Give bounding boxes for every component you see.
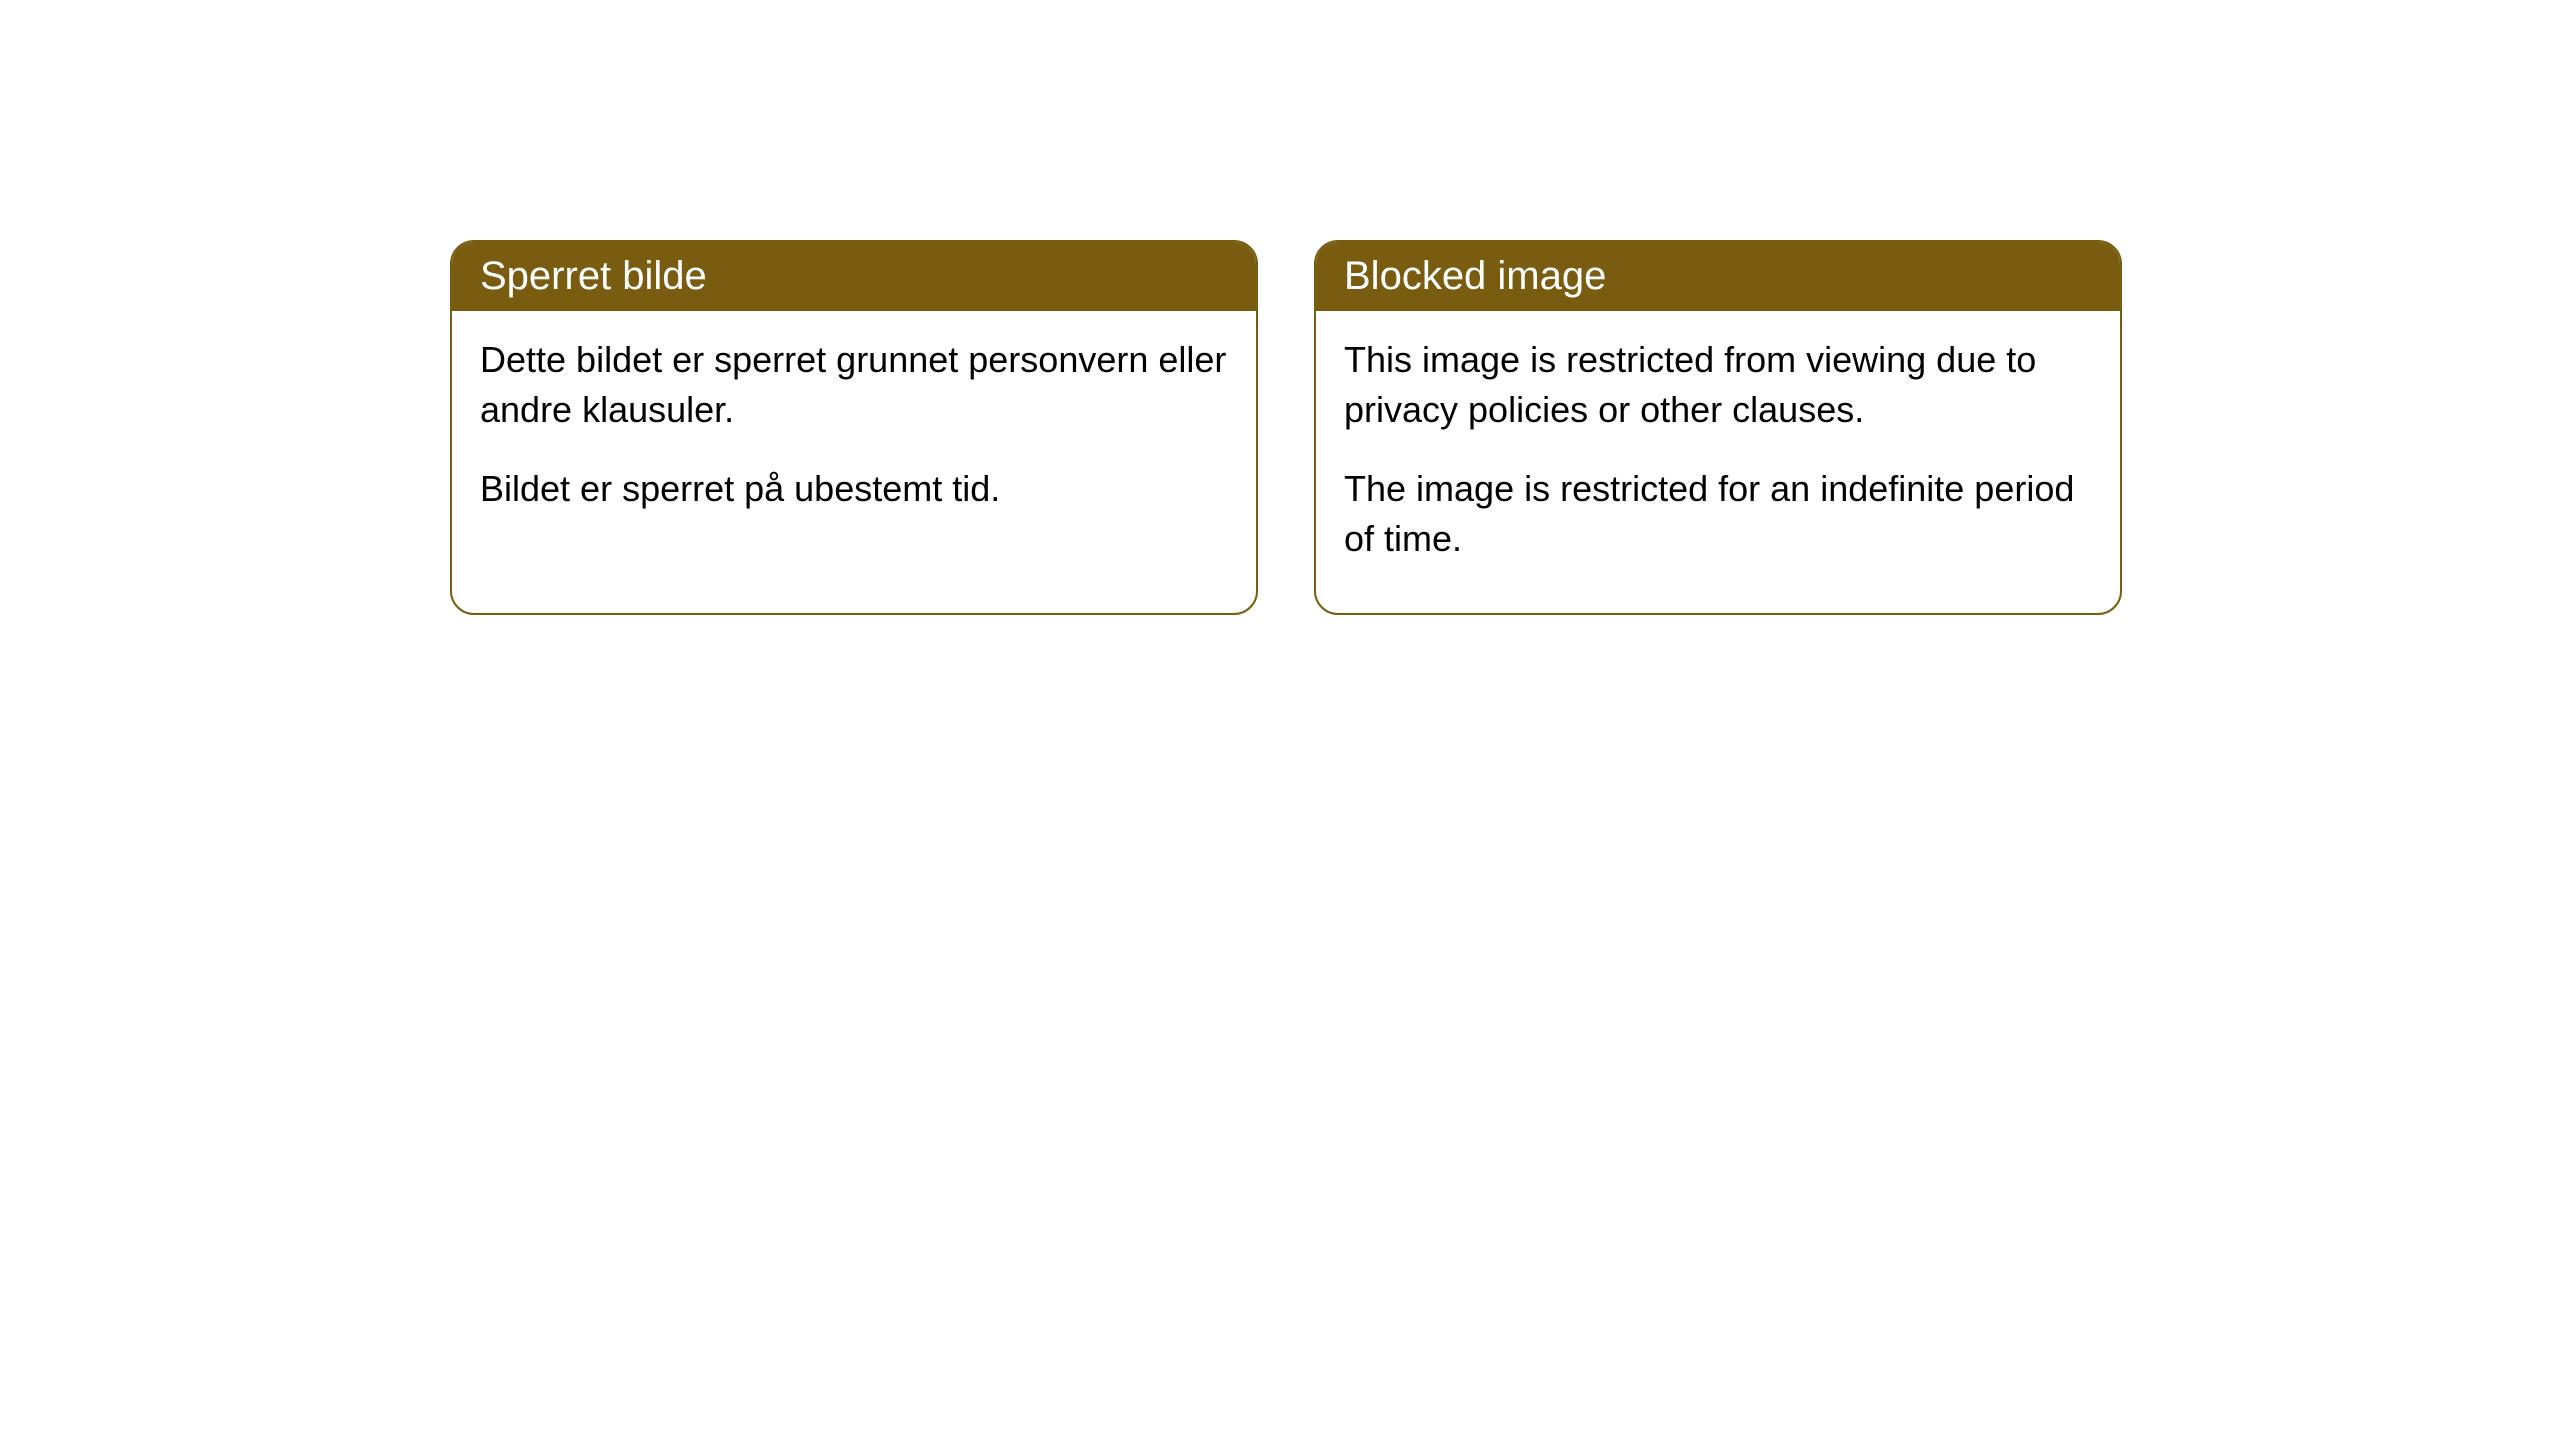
- card-paragraph-1-en: This image is restricted from viewing du…: [1344, 335, 2092, 436]
- cards-container: Sperret bilde Dette bildet er sperret gr…: [450, 240, 2122, 615]
- card-body-no: Dette bildet er sperret grunnet personve…: [452, 311, 1256, 562]
- card-body-en: This image is restricted from viewing du…: [1316, 311, 2120, 613]
- card-title-en: Blocked image: [1316, 242, 2120, 311]
- card-paragraph-1-no: Dette bildet er sperret grunnet personve…: [480, 335, 1228, 436]
- blocked-image-card-no: Sperret bilde Dette bildet er sperret gr…: [450, 240, 1258, 615]
- card-title-no: Sperret bilde: [452, 242, 1256, 311]
- blocked-image-card-en: Blocked image This image is restricted f…: [1314, 240, 2122, 615]
- card-paragraph-2-en: The image is restricted for an indefinit…: [1344, 464, 2092, 565]
- card-paragraph-2-no: Bildet er sperret på ubestemt tid.: [480, 464, 1228, 514]
